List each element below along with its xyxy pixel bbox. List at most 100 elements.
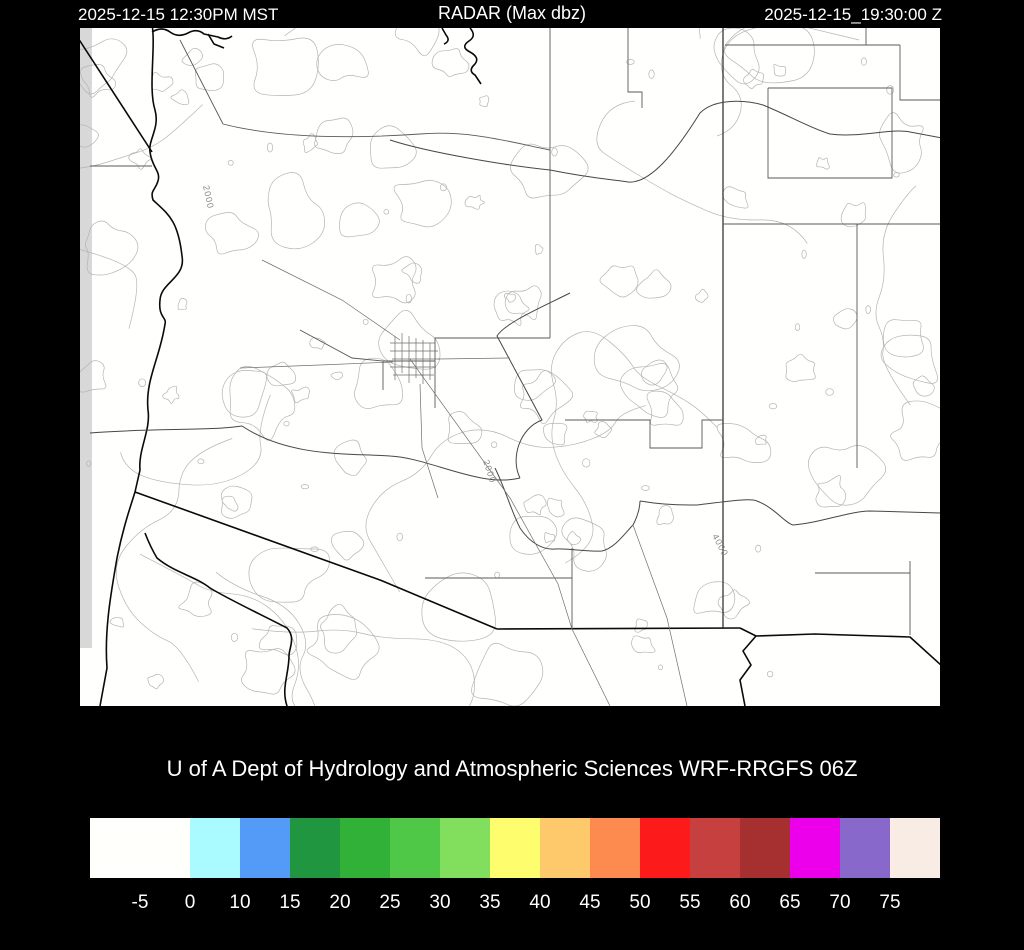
contour-line	[221, 495, 239, 512]
contour-line	[80, 104, 203, 169]
lake-mead-arm	[207, 33, 225, 49]
domain-edge-strip	[80, 28, 92, 648]
colorbar-segment	[490, 818, 540, 878]
contour-line	[80, 64, 116, 98]
colorbar-tick-label: -5	[131, 892, 149, 913]
contour-elevation-label: 2000	[201, 184, 216, 210]
contour-line	[504, 285, 542, 320]
contour-line	[833, 308, 858, 330]
contour-ring	[865, 305, 871, 314]
contour-line	[479, 95, 490, 107]
colorbar-tick-label: 20	[329, 892, 351, 913]
colorbar-segment	[740, 818, 790, 878]
contour-line	[882, 319, 924, 358]
contour-line	[120, 394, 271, 486]
contour-line	[509, 515, 558, 555]
highway-northwest	[261, 259, 401, 341]
contour-line	[80, 38, 128, 95]
contour-line	[636, 269, 672, 299]
mexico-border-far-east	[755, 633, 940, 666]
contour-ring	[300, 484, 310, 490]
contour-line	[401, 262, 423, 284]
contour-line	[320, 603, 358, 654]
contour-line	[912, 375, 935, 397]
contour-line	[365, 405, 646, 593]
county-line-phoenix-north	[383, 337, 550, 362]
contour-line	[229, 365, 296, 441]
nm-county-rectangle	[767, 87, 893, 179]
route-across-north	[222, 123, 551, 151]
contour-ring	[396, 532, 404, 542]
valid-time-local-label: 2025-12-15 12:30PM MST	[78, 5, 279, 24]
contour-line	[220, 485, 253, 519]
colorbar-tick-label: 35	[479, 892, 501, 913]
phoenix-street-grid-horizontal	[390, 342, 440, 376]
contour-line	[447, 411, 483, 444]
colorbar-tick-label: 15	[279, 892, 301, 913]
mexico-border-diagonal	[134, 491, 498, 630]
contour-line	[194, 63, 225, 92]
contour-line	[258, 625, 298, 656]
highway-south	[419, 383, 439, 499]
contour-line	[722, 186, 749, 209]
contour-line	[493, 290, 530, 326]
contour-ring	[383, 209, 390, 215]
contour-line	[594, 421, 612, 439]
contour-ring	[825, 388, 834, 396]
road-south-of-border	[632, 524, 688, 706]
contour-line	[80, 360, 107, 393]
colorbar-tick-label: 30	[429, 892, 451, 913]
contour-ring	[86, 460, 92, 467]
contour-line	[80, 124, 99, 148]
contour-line	[306, 614, 380, 680]
boundary-zigzag-south	[739, 627, 757, 706]
colorbar-segment	[540, 818, 590, 878]
contour-line	[316, 44, 369, 81]
contour-elevation-label: 4000	[710, 532, 730, 558]
little-colorado-river	[389, 100, 940, 183]
lake-mead-shoreline	[151, 28, 233, 40]
contour-ring	[227, 160, 234, 166]
san-pedro-river	[494, 467, 641, 552]
contour-line	[85, 220, 139, 276]
contour-line	[619, 363, 679, 418]
colorbar-tick-label: 65	[779, 892, 801, 913]
contour-line	[471, 642, 544, 706]
credit-line: U of A Dept of Hydrology and Atmospheric…	[166, 756, 858, 781]
contour-line	[215, 571, 316, 706]
contour-ring	[893, 172, 900, 178]
contour-line	[693, 581, 736, 614]
contour-line	[178, 581, 213, 617]
contour-line	[504, 293, 517, 303]
contour-line	[181, 47, 203, 66]
gila-river-west	[241, 425, 521, 481]
contour-line	[331, 531, 365, 561]
contour-line	[80, 249, 138, 329]
contour-line	[248, 547, 330, 603]
contour-ring	[490, 441, 498, 448]
colorbar-tick-label: 25	[379, 892, 401, 913]
contour-line	[713, 28, 760, 85]
contour-line	[879, 112, 924, 174]
county-diagonal-northwest	[179, 39, 224, 125]
contour-line	[309, 337, 326, 350]
contour-ring	[768, 403, 778, 410]
contour-line	[717, 589, 750, 620]
highway-southeast	[409, 358, 573, 630]
gila-river-east	[639, 499, 940, 526]
contour-ring	[230, 632, 239, 642]
highway-east	[437, 357, 511, 360]
contour-line	[543, 422, 568, 446]
contour-line	[339, 202, 380, 238]
contour-line	[514, 369, 556, 401]
colorbar-tick-label: 70	[829, 892, 851, 913]
contour-line	[583, 410, 598, 424]
river-wiggle-top-small	[441, 28, 449, 45]
colorbar-segment	[840, 818, 890, 878]
contour-line	[266, 361, 296, 387]
contour-line	[267, 172, 326, 250]
contour-ring	[138, 378, 147, 387]
colorbar-segment	[690, 818, 740, 878]
colorbar-tick-label: 50	[629, 892, 651, 913]
